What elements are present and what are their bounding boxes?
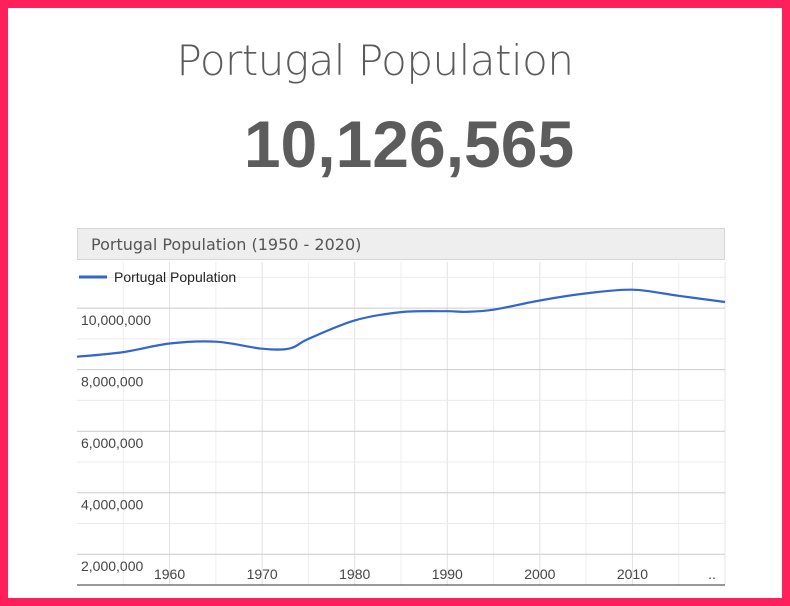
y-tick-label: 10,000,000 [81, 312, 151, 328]
y-tick-label: 8,000,000 [81, 374, 143, 390]
grid-lines [77, 262, 726, 585]
x-tick-label: 1970 [247, 566, 278, 582]
x-tick-label: .. [708, 566, 716, 582]
y-tick-label: 2,000,000 [81, 558, 143, 574]
series-line [76, 288, 726, 358]
y-tick-label: 6,000,000 [81, 435, 143, 451]
x-tick-label: 2000 [524, 566, 555, 582]
population-value: 10,126,565 [243, 107, 575, 181]
series-layer [76, 288, 726, 358]
x-tick-label: 1960 [154, 566, 185, 582]
legend: Portugal Population [79, 269, 236, 285]
x-tick-label: 2010 [617, 566, 648, 582]
chart-title: Portugal Population (1950 - 2020) [77, 228, 725, 260]
x-tick-label: 1980 [339, 566, 370, 582]
x-tick-label: 1990 [432, 566, 463, 582]
tick-labels: 2,000,000 4,000,000 6,000,000 8,000,000 10,0… [81, 312, 716, 582]
y-tick-label: 4,000,000 [81, 497, 143, 513]
legend-label: Portugal Population [114, 269, 236, 285]
page-title: Portugal Population [176, 36, 574, 85]
